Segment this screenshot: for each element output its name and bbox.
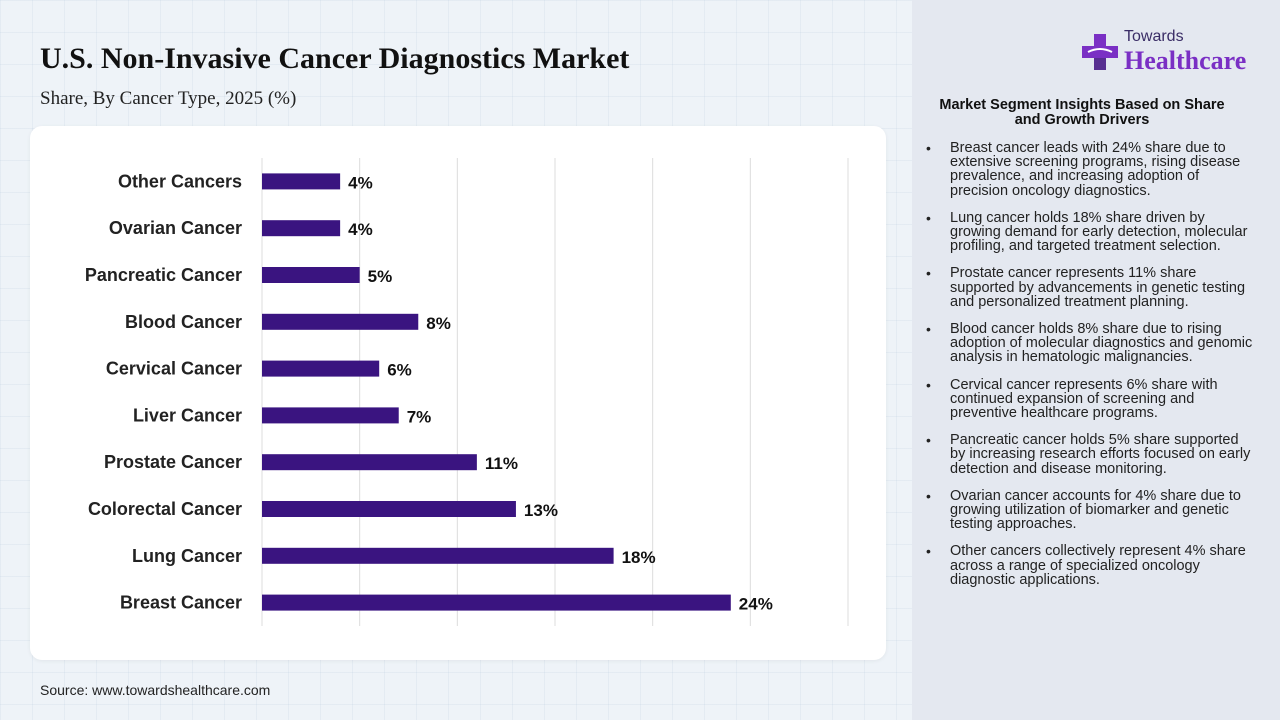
- value-label: 5%: [368, 267, 393, 286]
- insight-item: Other cancers collectively represent 4% …: [926, 544, 1256, 587]
- medical-cross-icon: [1082, 34, 1118, 70]
- bar-lung-cancer: [262, 547, 614, 564]
- value-label: 18%: [622, 548, 656, 567]
- category-label: Liver Cancer: [133, 405, 242, 425]
- value-label: 4%: [348, 220, 373, 239]
- insight-item: Blood cancer holds 8% share due to risin…: [926, 322, 1256, 365]
- insight-item: Cervical cancer represents 6% share with…: [926, 377, 1256, 421]
- bar-blood-cancer: [262, 313, 419, 330]
- bar-breast-cancer: [262, 594, 731, 611]
- bar-cervical-cancer: [262, 360, 380, 377]
- source-note: Source: www.towardshealthcare.com: [40, 682, 271, 698]
- brand-logo: Towards Healthcare: [1080, 28, 1260, 80]
- logo-top-text: Towards: [1124, 28, 1184, 45]
- value-label: 11%: [485, 454, 518, 473]
- category-label: Prostate Cancer: [104, 452, 242, 472]
- insights-title: Market Segment Insights Based on Share a…: [939, 97, 1225, 128]
- bar-pancreatic-cancer: [262, 267, 360, 283]
- category-label: Colorectal Cancer: [88, 499, 242, 519]
- value-label: 24%: [739, 595, 773, 614]
- insight-item: Ovarian cancer accounts for 4% share due…: [926, 489, 1256, 532]
- insight-item: Lung cancer holds 18% share driven by gr…: [926, 211, 1256, 254]
- bar-liver-cancer: [262, 407, 399, 424]
- logo-main-text: Healthcare: [1124, 46, 1247, 75]
- category-label: Other Cancers: [118, 171, 242, 191]
- insight-item: Breast cancer leads with 24% share due t…: [926, 141, 1256, 198]
- category-label: Cervical Cancer: [106, 359, 242, 379]
- page-title: U.S. Non-Invasive Cancer Diagnostics Mar…: [40, 42, 630, 75]
- category-label: Pancreatic Cancer: [85, 265, 242, 285]
- insight-item: Prostate cancer represents 11% share sup…: [926, 266, 1256, 309]
- value-label: 8%: [426, 314, 451, 333]
- bar-colorectal-cancer: [262, 501, 516, 517]
- bar-prostate-cancer: [262, 454, 477, 471]
- bar-chart: Other Cancers 4% Ovarian Cancer 4% Pancreati…: [85, 158, 849, 626]
- insight-item: Pancreatic cancer holds 5% share support…: [926, 433, 1256, 476]
- bar-other-cancers: [262, 173, 341, 190]
- category-label: Breast Cancer: [120, 593, 242, 613]
- value-label: 7%: [407, 407, 432, 426]
- bar-ovarian-cancer: [262, 220, 341, 237]
- chart-card: Other Cancers 4% Ovarian Cancer 4% Pancreati…: [30, 126, 886, 660]
- category-label: Ovarian Cancer: [109, 218, 242, 238]
- insights-list: Breast cancer leads with 24% share due t…: [926, 141, 1256, 600]
- category-label: Lung Cancer: [132, 546, 242, 566]
- value-label: 13%: [524, 501, 558, 520]
- category-label: Blood Cancer: [125, 312, 242, 332]
- page-subtitle: Share, By Cancer Type, 2025 (%): [40, 88, 297, 109]
- value-label: 4%: [348, 173, 373, 192]
- value-label: 6%: [387, 361, 412, 380]
